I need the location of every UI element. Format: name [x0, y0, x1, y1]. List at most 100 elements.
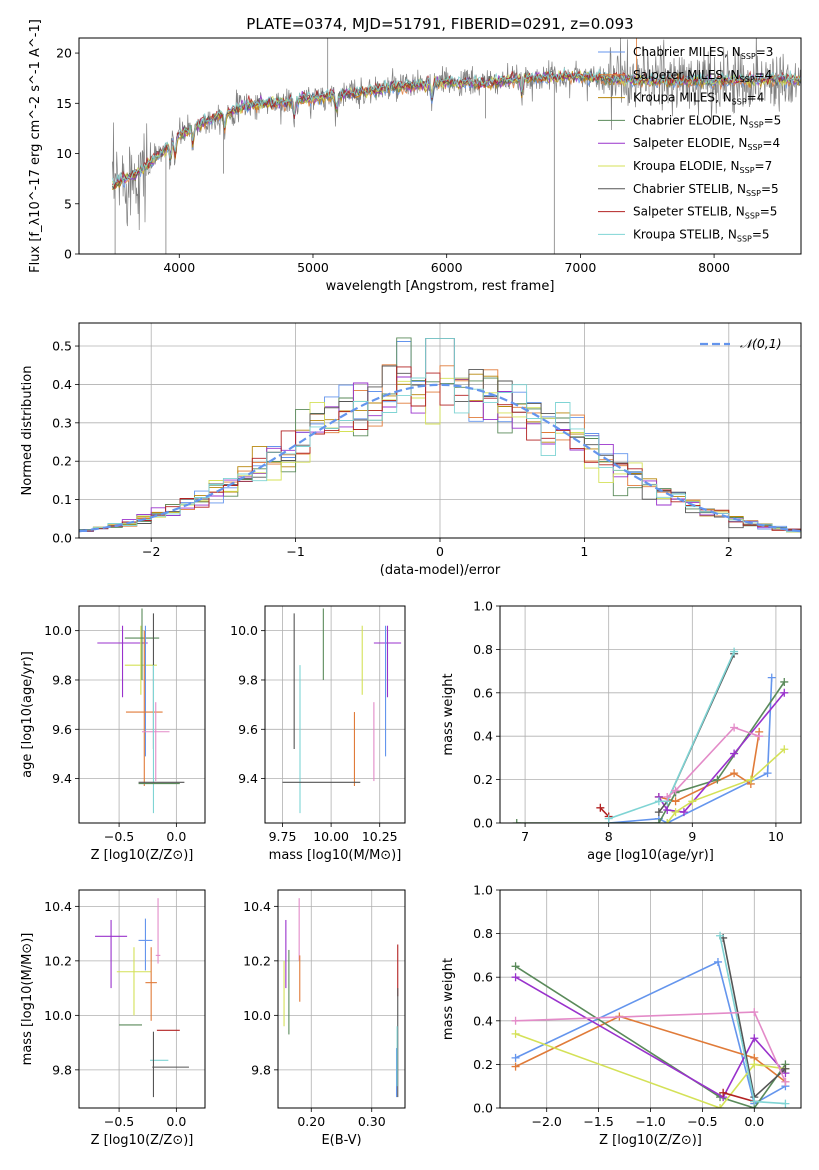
y-tick-label: 0.0 — [52, 531, 72, 546]
y-tick-label: 0.4 — [52, 377, 72, 392]
errorbar-point — [124, 608, 160, 680]
x-tick-label: −2.0 — [532, 1114, 562, 1129]
weight-point-marker — [596, 803, 605, 812]
legend-entry: Kroupa STELIB, NSSP=5 — [633, 227, 770, 243]
x-tick-label: 0.0 — [166, 829, 186, 844]
x-axis-label: wavelength [Angstrom, rest frame] — [326, 279, 555, 294]
weight-point-marker — [713, 957, 722, 966]
panel-weight-vs-age: 7 8 9 10 0.0 0.2 0.4 0.6 0.8 1.0 age [log10(age/yr… — [441, 599, 802, 863]
panel-mass-vs-extinction: 0.20 0.30 9.8 10.0 10.2 10.4 E(B-V) — [243, 889, 406, 1148]
weight-point-marker — [654, 797, 663, 806]
y-tick-label: 0.2 — [473, 1057, 493, 1072]
x-tick-label: −0.5 — [104, 1114, 134, 1129]
x-tick-label: −1.0 — [635, 1114, 665, 1129]
plot-area — [511, 931, 790, 1108]
weight-point-marker — [767, 673, 776, 682]
y-tick-label: 20 — [56, 46, 72, 61]
weight-point-marker — [781, 1099, 790, 1108]
weight-series-line — [722, 1091, 755, 1103]
x-tick-label: 2 — [725, 544, 733, 559]
weight-point-marker — [671, 808, 680, 817]
weight-point-marker — [511, 1062, 520, 1071]
y-tick-label: 0.5 — [52, 339, 72, 354]
weight-point-marker — [730, 723, 739, 732]
y-tick-label: 9.8 — [52, 672, 72, 687]
y-tick-label: 9.8 — [52, 1062, 72, 1077]
axes-frame — [78, 605, 206, 824]
weight-series-line — [515, 976, 786, 1099]
errorbar-point — [145, 947, 157, 1021]
weight-point-marker — [671, 797, 680, 806]
weight-series-line — [515, 1015, 786, 1083]
weight-series-line — [608, 651, 735, 820]
x-tick-label: 7000 — [564, 260, 596, 275]
errorbar-point — [373, 625, 402, 698]
weight-point-marker — [781, 1077, 790, 1086]
axes-frame — [277, 889, 406, 1109]
y-tick-label: 5 — [64, 196, 72, 211]
y-tick-label: 9.8 — [238, 672, 258, 687]
weight-point-marker — [716, 931, 725, 940]
y-tick-label: 10.2 — [243, 953, 271, 968]
x-axis-label: mass [log10(M/M⊙)] — [269, 848, 402, 863]
y-axis-label: Flux [f_λ10^-17 erg cm^-2 s^-1 A^-1] — [28, 19, 43, 273]
x-tick-label: 7 — [521, 829, 529, 844]
y-tick-label: 0.3 — [52, 415, 72, 430]
x-tick-label: 10.00 — [313, 829, 349, 844]
weight-point-marker — [750, 1008, 759, 1017]
panel-age-vs-metallicity: −0.5 0.0 9.4 9.6 9.8 10.0 Z [log10(Z/Z⊙)] age [… — [20, 605, 206, 863]
legend-entry: Salpeter ELODIE, NSSP=4 — [633, 136, 780, 152]
y-tick-label: 0.2 — [52, 454, 72, 469]
weight-point-marker — [750, 1060, 759, 1069]
weight-point-marker — [512, 819, 521, 823]
legend-entry: Kroupa MILES, NSSP=4 — [633, 91, 764, 107]
weight-point-marker — [746, 775, 755, 784]
weight-point-marker — [780, 745, 789, 754]
weight-point-marker — [511, 973, 520, 982]
axes-frame — [499, 605, 802, 824]
weight-point-marker — [780, 688, 789, 697]
x-tick-label: 8 — [605, 829, 613, 844]
panel-weight-vs-metallicity: −2.0 −1.5 −1.0 −0.5 0.0 0.0 0.2 0.4 0.6 0.8 1.0 Z [… — [441, 883, 802, 1148]
weight-series-line — [608, 677, 773, 823]
x-tick-label: −1.5 — [583, 1114, 613, 1129]
weight-series-line — [515, 965, 787, 1108]
panel-mass-vs-metallicity: −0.5 0.0 9.8 10.0 10.2 10.4 Z [log10(Z/Z⊙)] mas… — [20, 889, 206, 1148]
weight-point-marker — [763, 769, 772, 778]
y-tick-label: 10.0 — [44, 1008, 72, 1023]
legend-entry: Chabrier MILES, NSSP=3 — [633, 45, 773, 61]
axes-frame — [78, 37, 802, 255]
weight-point-marker — [730, 769, 739, 778]
x-tick-label: 6000 — [431, 260, 463, 275]
x-tick-label: 9.75 — [269, 829, 297, 844]
errorbar-point — [116, 947, 152, 1016]
errorbar-point — [125, 630, 163, 787]
x-tick-label: 8000 — [698, 260, 730, 275]
errorbar-point — [97, 625, 148, 698]
errorbar-point — [155, 898, 161, 964]
weight-series-line — [515, 1033, 786, 1108]
y-tick-label: 0.0 — [473, 816, 493, 831]
y-tick-label: 0 — [64, 247, 72, 262]
y-tick-label: 9.8 — [251, 1062, 271, 1077]
weight-point-marker — [663, 819, 672, 823]
model-spectrum-line — [111, 67, 801, 186]
normal-legend-label: 𝒩(0,1) — [740, 336, 782, 351]
errorbar-point — [124, 625, 157, 695]
weight-point-marker — [511, 1016, 520, 1025]
weight-series-line — [666, 726, 760, 798]
weight-series-line — [599, 807, 610, 818]
weight-point-marker — [716, 1104, 725, 1108]
x-tick-label: 5000 — [297, 260, 329, 275]
x-tick-label: −2 — [142, 544, 160, 559]
legend-entry: Salpeter MILES, NSSP=4 — [633, 68, 772, 84]
y-tick-label: 0.6 — [473, 970, 493, 985]
x-axis-label: Z [log10(Z/Z⊙)] — [91, 848, 194, 863]
legend-entry: Salpeter STELIB, NSSP=5 — [633, 205, 777, 221]
weight-series-line — [516, 681, 785, 823]
x-axis-label: (data-model)/error — [380, 563, 501, 578]
y-tick-label: 10.2 — [44, 953, 72, 968]
weight-point-marker — [750, 1097, 759, 1106]
panel-residual-histogram: −2 −1 0 1 2 0.0 0.1 0.2 0.3 0.4 0.5 (data-model)/er… — [20, 322, 802, 578]
x-axis-label: age [log10(age/yr)] — [587, 848, 714, 863]
